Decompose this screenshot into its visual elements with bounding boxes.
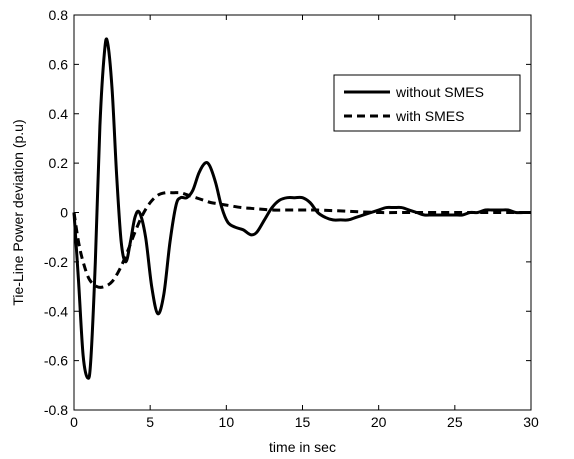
y-tick-label: -0.8 [44,402,68,418]
x-tick-label: 0 [70,414,78,430]
x-tick-label: 20 [371,414,387,430]
x-tick-label: 10 [219,414,235,430]
series-line-with-smes [72,191,531,289]
y-axis-label: Tie-Line Power deviation (p.u) [10,119,26,305]
y-tick-label: 0.6 [49,56,69,72]
y-tick-label: 0.4 [49,106,69,122]
x-axis-label: time in sec [269,439,336,455]
legend: without SMES with SMES [333,74,521,132]
y-tick-label: -0.4 [44,303,68,319]
x-tick-label: 25 [447,414,463,430]
legend-label-with-smes: with SMES [395,108,464,124]
y-tick-label: 0 [60,205,68,221]
x-tick-label: 15 [295,414,311,430]
plot-frame [73,14,532,411]
y-tick-label: 0.8 [49,7,69,23]
x-tick-label: 30 [523,414,539,430]
y-tick-label: -0.2 [44,254,68,270]
legend-box [333,74,521,132]
series-line-without-smes [72,37,531,380]
x-tick-label: 5 [146,414,154,430]
y-tick-label: 0.2 [49,155,69,171]
series-layer [72,37,531,380]
legend-label-without-smes: without SMES [395,84,484,100]
y-tick-label: -0.6 [44,353,68,369]
